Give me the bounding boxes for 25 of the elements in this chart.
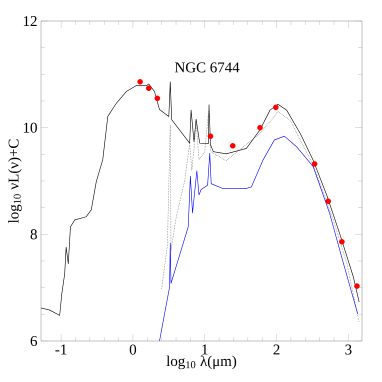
x-tick-label: 0 [130,344,136,355]
point [137,79,143,85]
point [325,198,332,204]
x-tick-label: 3 [345,344,352,355]
x-tick-label: 2 [273,344,280,354]
x-tick-label: -1 [55,344,66,354]
y-axis-title: log$_{10}$ νL(ν)+C [8,139,22,224]
annotation: NGC 6744 [174,62,240,72]
point [339,239,345,245]
y-tick-label: 6 [30,336,38,346]
point [230,143,236,149]
point [146,85,152,91]
point [273,104,279,110]
y-tick-label: 12 [24,16,37,26]
point [257,124,263,130]
point [312,161,318,167]
x-tick-label: 1 [202,344,208,354]
point [154,96,160,102]
point [208,133,214,139]
y-tick-label: 10 [24,122,37,133]
line-series [161,106,360,323]
line-series [159,136,358,341]
x-axis-title: log$_{10}$ λ(μm) [166,355,236,370]
point [354,283,360,289]
y-tick-label: 8 [30,229,37,240]
